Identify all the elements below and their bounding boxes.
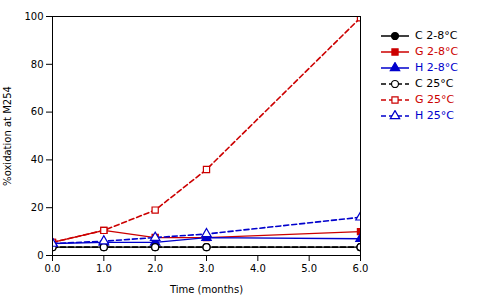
svg-text:4.0: 4.0 bbox=[250, 263, 266, 274]
svg-text:0: 0 bbox=[37, 250, 43, 261]
svg-text:0.0: 0.0 bbox=[45, 263, 61, 274]
html-text:G 25°C: G 25°C bbox=[415, 93, 455, 106]
svg-text:100: 100 bbox=[24, 11, 43, 22]
svg-text:20: 20 bbox=[31, 202, 44, 213]
html-text:H 2-8°C: H 2-8°C bbox=[415, 61, 458, 74]
svg-text:%oxidation at M254: %oxidation at M254 bbox=[2, 86, 13, 186]
svg-text:1.0: 1.0 bbox=[96, 263, 112, 274]
svg-text:6.0: 6.0 bbox=[353, 263, 369, 274]
svg-text:40: 40 bbox=[31, 154, 44, 165]
svg-text:5.0: 5.0 bbox=[301, 263, 317, 274]
svg-text:Time (months): Time (months) bbox=[169, 284, 243, 295]
svg-text:2.0: 2.0 bbox=[147, 263, 163, 274]
html-text:H 25°C: H 25°C bbox=[415, 109, 454, 122]
html-text:C 2-8°C: C 2-8°C bbox=[415, 29, 458, 42]
html-text:G 2-8°C: G 2-8°C bbox=[415, 45, 459, 58]
svg-text:3.0: 3.0 bbox=[199, 263, 215, 274]
html-text:C 25°C: C 25°C bbox=[415, 77, 454, 90]
svg-text:60: 60 bbox=[31, 106, 44, 117]
svg-text:80: 80 bbox=[31, 59, 44, 70]
